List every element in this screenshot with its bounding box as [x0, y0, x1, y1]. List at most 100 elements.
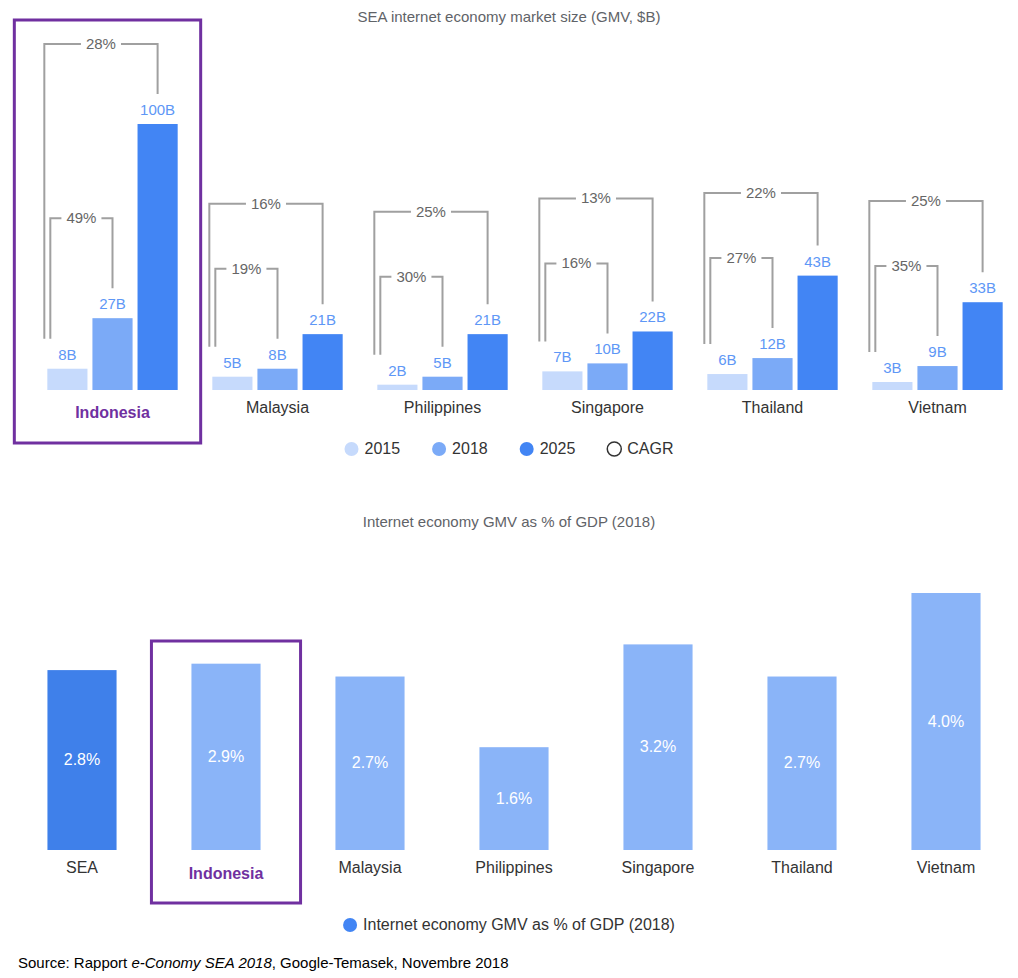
x-tick: Thailand — [742, 399, 803, 416]
x-tick: Malaysia — [338, 859, 401, 876]
bar — [542, 371, 582, 390]
cagr-label: 22% — [746, 184, 776, 201]
cagr-label-bg — [576, 190, 616, 206]
cagr-label: 16% — [561, 254, 591, 271]
data-label: 100B — [140, 101, 175, 118]
legend-label: CAGR — [627, 440, 673, 457]
x-tick: Singapore — [622, 859, 695, 876]
cagr-label-bg — [81, 36, 121, 52]
bar — [468, 334, 508, 390]
cagr-label: 28% — [86, 35, 116, 52]
cagr-bracket — [50, 218, 112, 339]
legend-item: 2018 — [432, 440, 488, 457]
cagr-label-bg — [556, 255, 596, 271]
x-tick-label: Vietnam — [917, 859, 975, 876]
cagr-bracket — [380, 277, 442, 355]
cagr-label: 27% — [726, 249, 756, 266]
data-label: 4.0% — [928, 713, 964, 730]
bar — [798, 276, 838, 390]
source-text: , Google-Temasek, Novembre 2018 — [272, 954, 509, 971]
cagr-label-bg — [391, 269, 431, 285]
cagr-label: 19% — [231, 260, 261, 277]
cagr-label-bg — [906, 193, 946, 209]
x-tick: SEA — [66, 859, 98, 876]
data-label: 7B — [553, 348, 571, 365]
legend-swatch — [343, 918, 357, 932]
data-label: 27B — [99, 295, 126, 312]
x-tick-label: Indonesia — [75, 404, 150, 421]
x-tick-label: Thailand — [742, 399, 803, 416]
legend-swatch — [607, 442, 621, 456]
x-axis: SEA Indonesia Malaysia Philippines Singapore… — [66, 859, 975, 881]
data-label: 10B — [594, 340, 621, 357]
cagr-brackets: 49%28%19%16%30%25%16%13%27%22%35%25% — [44, 35, 982, 355]
cagr-label-bg — [246, 196, 286, 212]
bar — [479, 747, 548, 850]
x-tick: Indonesia — [189, 865, 264, 882]
bar — [707, 374, 747, 390]
cagr-bracket — [539, 198, 652, 341]
x-axis: IndonesiaMalaysiaPhilippinesSingaporeTha… — [75, 399, 967, 421]
bar — [752, 358, 792, 390]
cagr-label: 35% — [891, 257, 921, 274]
data-labels: 2.8%2.9%2.7%1.6%3.2%2.7%4.0% — [64, 713, 964, 807]
cagr-label-bg — [226, 261, 266, 277]
bar — [47, 369, 87, 390]
data-label: 5B — [223, 354, 241, 371]
cagr-bracket — [209, 204, 322, 347]
cagr-label-bg — [411, 204, 451, 220]
data-label: 8B — [58, 346, 76, 363]
source-title: e-Conomy SEA 2018 — [131, 954, 272, 971]
data-label: 9B — [928, 343, 946, 360]
data-label: 5B — [433, 354, 451, 371]
cagr-bracket — [374, 212, 487, 355]
cagr-label-bg — [886, 258, 926, 274]
bar — [422, 377, 462, 390]
x-tick: Philippines — [404, 399, 481, 416]
bar — [963, 302, 1003, 390]
chart-title: SEA internet economy market size (GMV, $… — [358, 8, 661, 25]
legend-swatch — [520, 442, 534, 456]
cagr-label: 16% — [251, 195, 281, 212]
cagr-label: 25% — [416, 203, 446, 220]
data-label: 22B — [639, 308, 666, 325]
bar — [587, 363, 627, 390]
cagr-bracket — [545, 263, 607, 341]
cagr-label-bg — [741, 185, 781, 201]
x-tick-label: Philippines — [475, 859, 552, 876]
bar — [303, 334, 343, 390]
x-tick: Singapore — [571, 399, 644, 416]
cagr-bracket — [44, 44, 157, 339]
cagr-label: 25% — [911, 192, 941, 209]
bar — [767, 677, 836, 850]
legend-label: 2025 — [540, 440, 576, 457]
x-tick: Vietnam — [917, 859, 975, 876]
source-note: Source: Rapport e-Conomy SEA 2018, Googl… — [18, 954, 509, 971]
x-tick-label: Thailand — [771, 859, 832, 876]
cagr-bracket — [215, 269, 277, 347]
bar — [335, 677, 404, 850]
cagr-label: 49% — [66, 209, 96, 226]
data-label: 21B — [309, 311, 336, 328]
bar — [633, 331, 673, 390]
cagr-bracket — [875, 266, 937, 352]
legend-swatch — [432, 442, 446, 456]
x-tick: Thailand — [771, 859, 832, 876]
data-label: 8B — [268, 346, 286, 363]
chart-title: Internet economy GMV as % of GDP (2018) — [363, 513, 655, 530]
bar — [257, 369, 297, 390]
data-label: 21B — [474, 311, 501, 328]
highlight-box — [151, 641, 300, 903]
x-tick-label: SEA — [66, 859, 98, 876]
bars — [47, 593, 980, 850]
x-tick-label: Indonesia — [189, 865, 264, 882]
legend-label: Internet economy GMV as % of GDP (2018) — [363, 916, 675, 933]
bar — [212, 377, 252, 390]
legend-label: 2015 — [364, 440, 400, 457]
data-label: 6B — [718, 351, 736, 368]
data-label: 2.8% — [64, 751, 100, 768]
bar — [911, 593, 980, 850]
bar — [917, 366, 957, 390]
cagr-label-bg — [61, 210, 101, 226]
data-label: 3B — [883, 359, 901, 376]
